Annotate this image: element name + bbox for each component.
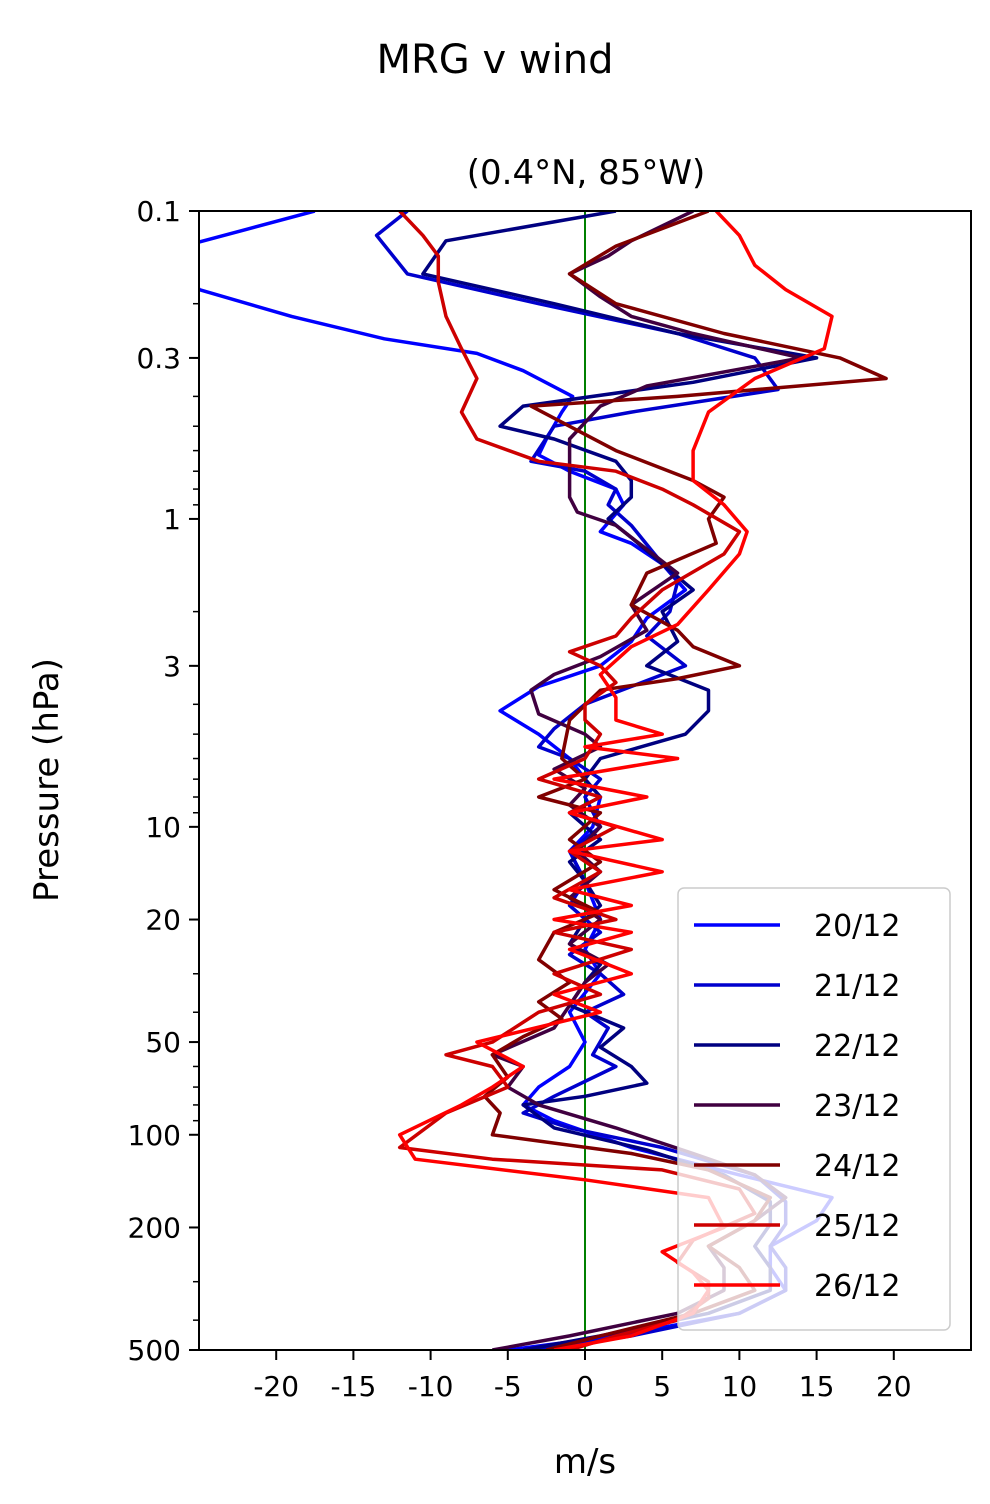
y-tick-label: 10 xyxy=(145,811,181,844)
x-axis-label: m/s xyxy=(554,1442,616,1482)
y-tick-label: 1 xyxy=(163,503,181,536)
x-tick-label: -15 xyxy=(331,1370,377,1403)
x-tick-label: 0 xyxy=(576,1370,594,1403)
plot-frame xyxy=(198,210,972,1351)
y-tick-label: 20 xyxy=(145,904,181,937)
x-tick-label: -5 xyxy=(494,1370,522,1403)
legend-label: 20/12 xyxy=(814,909,900,944)
y-tick-label: 0.1 xyxy=(136,195,181,228)
y-tick-label: 3 xyxy=(163,650,181,683)
chart-title: MRG v wind xyxy=(377,37,614,83)
legend: 20/12 21/12 22/12 23/12 24/12 25/12 26/12 xyxy=(677,887,951,1331)
x-tick-labels: -20 -15 -10 -5 0 5 10 15 20 xyxy=(253,1370,911,1403)
x-tick-label: 20 xyxy=(876,1370,912,1403)
y-axis-label: Pressure (hPa) xyxy=(27,658,67,902)
series-lines xyxy=(199,211,888,1350)
y-tick-label: 50 xyxy=(145,1026,181,1059)
y-tick-label: 100 xyxy=(128,1119,181,1152)
x-tick-label: 10 xyxy=(722,1370,758,1403)
legend-label: 22/12 xyxy=(814,1029,900,1064)
x-tick-label: 5 xyxy=(653,1370,671,1403)
x-tick-label: -10 xyxy=(408,1370,454,1403)
legend-label: 24/12 xyxy=(814,1149,900,1184)
y-tick-labels: 0.1 0.3 1 3 10 20 50 100 200 500 xyxy=(128,195,181,1367)
legend-label: 21/12 xyxy=(814,969,900,1004)
legend-label: 25/12 xyxy=(814,1209,900,1244)
x-tick-label: 15 xyxy=(799,1370,835,1403)
chart-subtitle: (0.4°N, 85°W) xyxy=(467,153,706,193)
y-tick-label: 0.3 xyxy=(136,342,181,375)
x-tick-label: -20 xyxy=(253,1370,299,1403)
y-tick-label: 200 xyxy=(128,1211,181,1244)
legend-box xyxy=(677,887,951,1331)
series-line-7 xyxy=(397,211,834,1350)
y-tick-label: 500 xyxy=(128,1334,181,1367)
legend-label: 23/12 xyxy=(814,1089,900,1124)
legend-label: 26/12 xyxy=(814,1269,900,1304)
